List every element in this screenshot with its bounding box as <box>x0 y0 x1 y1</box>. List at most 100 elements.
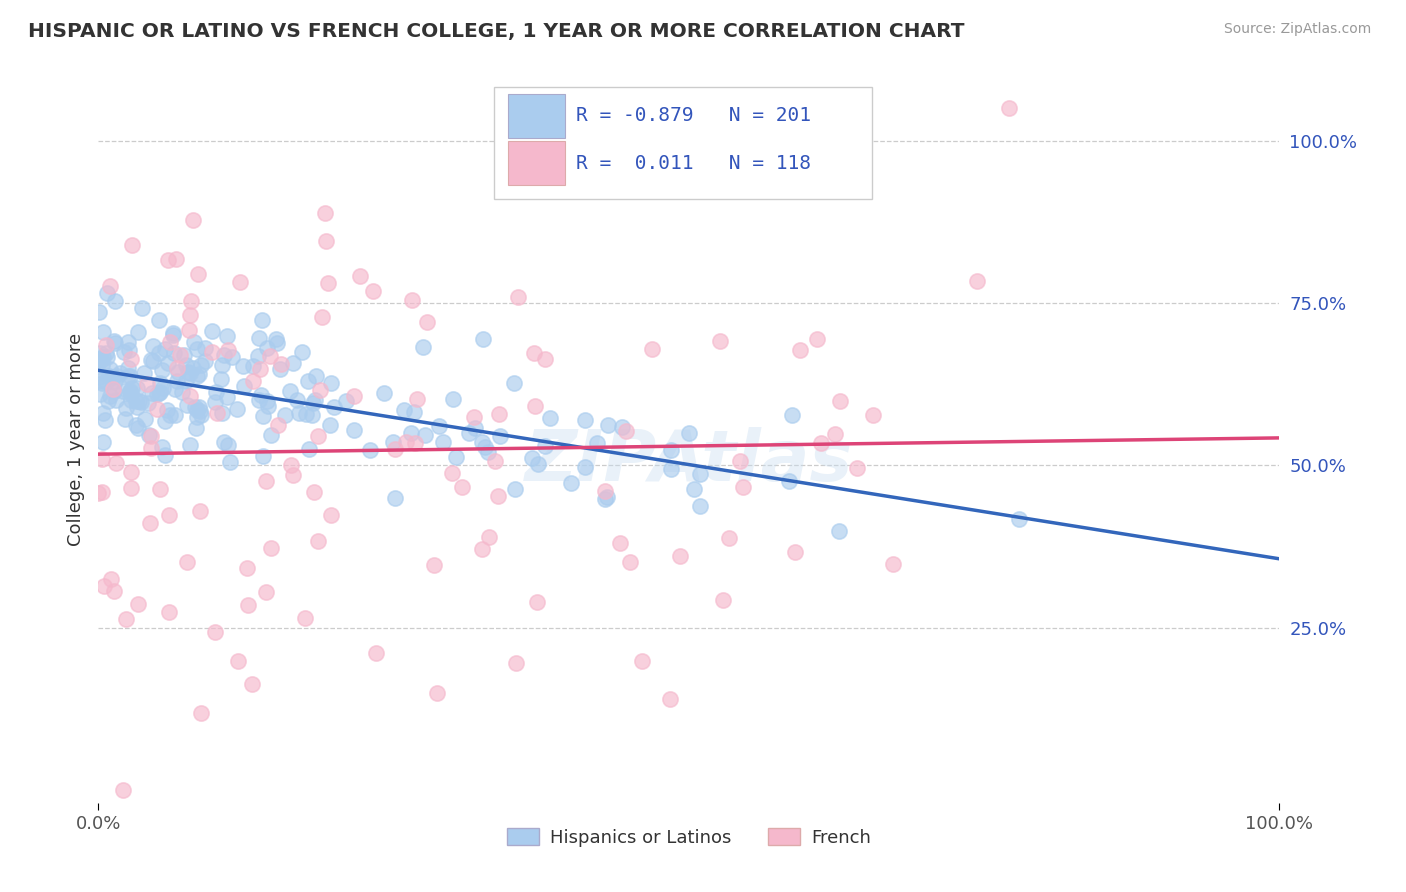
Point <box>280 458 302 473</box>
Point <box>201 324 224 338</box>
Point <box>1008 512 1031 526</box>
Point <box>225 401 247 416</box>
Text: R =  0.011   N = 118: R = 0.011 N = 118 <box>575 153 811 172</box>
Point <box>117 368 139 383</box>
Point <box>682 483 704 497</box>
Point <box>141 428 163 442</box>
Point <box>201 345 224 359</box>
Point <box>489 429 512 443</box>
FancyBboxPatch shape <box>508 94 565 138</box>
Point <box>595 491 617 506</box>
Point <box>127 597 149 611</box>
Point <box>266 333 288 347</box>
Point <box>120 384 142 398</box>
Point <box>177 365 200 379</box>
Point <box>93 350 115 364</box>
Point <box>503 483 526 497</box>
Point <box>91 376 114 391</box>
Point <box>291 345 314 359</box>
Point <box>689 500 711 514</box>
Point <box>181 361 204 376</box>
Point <box>294 611 316 625</box>
Point <box>269 362 291 376</box>
Point <box>824 427 846 442</box>
Point <box>451 480 474 494</box>
Point <box>156 356 179 370</box>
Point <box>103 334 125 349</box>
Point <box>366 646 388 660</box>
Point <box>115 612 138 626</box>
Point <box>259 427 281 442</box>
Point <box>381 435 404 450</box>
Point <box>187 267 209 281</box>
Point <box>314 206 336 220</box>
Point <box>828 394 851 409</box>
Point <box>205 385 228 400</box>
Point <box>131 301 153 315</box>
Point <box>412 340 434 354</box>
Point <box>142 353 165 368</box>
Point <box>298 442 321 456</box>
Point <box>190 706 212 721</box>
Point <box>136 395 159 409</box>
Point <box>87 305 110 319</box>
Point <box>526 458 548 472</box>
Point <box>162 326 184 340</box>
Point <box>101 370 124 384</box>
Point <box>270 357 292 371</box>
Point <box>526 594 548 608</box>
Point <box>181 212 204 227</box>
Point <box>236 560 259 574</box>
Point <box>94 346 117 360</box>
Point <box>226 654 249 668</box>
Point <box>574 413 596 427</box>
Point <box>150 440 173 454</box>
Point <box>659 692 682 706</box>
Point <box>343 423 366 437</box>
Point <box>121 238 143 252</box>
Point <box>166 365 188 379</box>
Point <box>128 394 150 409</box>
Point <box>506 290 529 304</box>
Point <box>149 376 172 390</box>
Point <box>240 677 263 691</box>
Point <box>212 348 235 362</box>
Point <box>120 352 142 367</box>
Point <box>405 392 427 406</box>
Point <box>361 285 384 299</box>
Point <box>100 573 122 587</box>
Point <box>97 393 120 408</box>
Point <box>307 533 329 548</box>
Point <box>335 394 357 409</box>
Point <box>90 352 112 367</box>
Point <box>316 276 339 290</box>
Point <box>186 403 208 417</box>
Point <box>278 384 301 399</box>
Y-axis label: College, 1 year or more: College, 1 year or more <box>66 333 84 546</box>
Point <box>252 449 274 463</box>
Point <box>104 294 127 309</box>
Point <box>249 387 271 401</box>
Point <box>188 367 211 381</box>
Point <box>267 418 290 433</box>
Point <box>373 385 395 400</box>
Point <box>179 308 201 322</box>
Point <box>538 411 561 425</box>
Point <box>464 421 486 435</box>
Point <box>862 408 884 422</box>
Point <box>641 343 664 357</box>
Point <box>304 485 326 500</box>
Point <box>120 392 142 407</box>
Point <box>718 531 741 545</box>
Point <box>190 359 212 373</box>
Point <box>187 401 209 415</box>
Point <box>127 421 149 435</box>
Point <box>91 452 114 467</box>
Point <box>149 482 172 496</box>
Point <box>152 381 174 395</box>
Point <box>89 345 111 359</box>
Point <box>87 486 110 500</box>
Point <box>125 381 148 395</box>
Point <box>505 656 527 670</box>
Point <box>156 252 179 267</box>
